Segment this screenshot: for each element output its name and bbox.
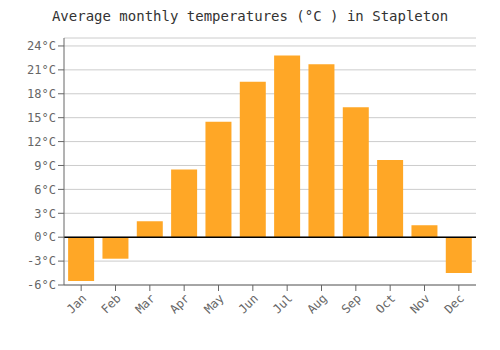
- svg-text:18°C: 18°C: [27, 87, 56, 101]
- svg-text:Nov: Nov: [407, 291, 432, 316]
- svg-text:Dec: Dec: [442, 291, 467, 316]
- svg-text:May: May: [201, 291, 226, 316]
- svg-text:6°C: 6°C: [34, 183, 56, 197]
- svg-text:0°C: 0°C: [34, 230, 56, 244]
- svg-text:-6°C: -6°C: [27, 278, 56, 292]
- svg-text:Apr: Apr: [167, 291, 192, 316]
- svg-text:Jan: Jan: [64, 291, 89, 316]
- svg-text:3°C: 3°C: [34, 207, 56, 221]
- svg-text:-3°C: -3°C: [27, 254, 56, 268]
- svg-text:Sep: Sep: [339, 291, 364, 316]
- svg-text:24°C: 24°C: [27, 39, 56, 53]
- svg-text:12°C: 12°C: [27, 135, 56, 149]
- svg-text:Jun: Jun: [236, 291, 261, 316]
- svg-text:Feb: Feb: [98, 291, 123, 316]
- svg-text:Oct: Oct: [373, 291, 398, 316]
- svg-text:9°C: 9°C: [34, 159, 56, 173]
- svg-text:Mar: Mar: [133, 291, 158, 316]
- svg-text:15°C: 15°C: [27, 111, 56, 125]
- svg-text:Jul: Jul: [270, 291, 295, 316]
- html-text:Average monthly temperatures (: Average monthly temperatures (°C ) in St…: [51, 8, 449, 24]
- svg-text:21°C: 21°C: [27, 63, 56, 77]
- svg-text:Aug: Aug: [304, 291, 329, 316]
